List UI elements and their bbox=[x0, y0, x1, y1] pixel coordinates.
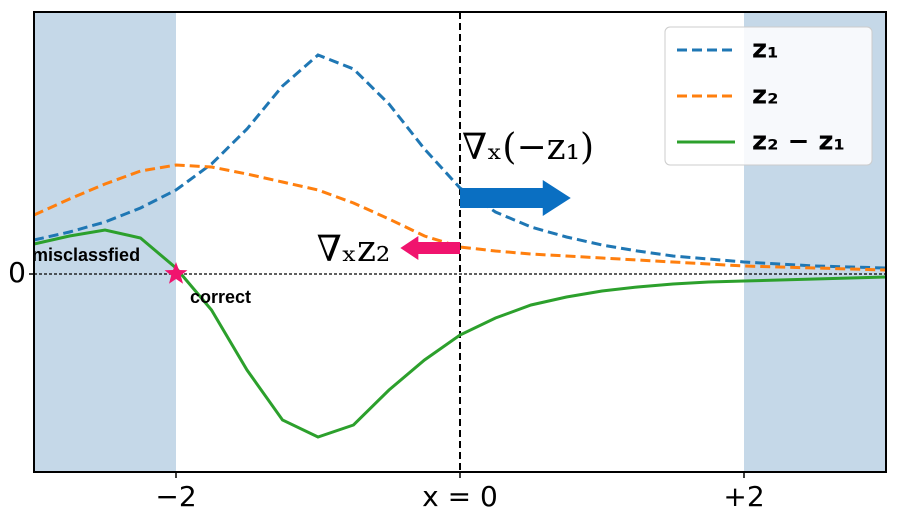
arrow-label: ∇ₓz₂ bbox=[317, 229, 391, 270]
shaded-region bbox=[34, 12, 176, 472]
gradient-arrow bbox=[400, 236, 460, 260]
gradient-arrow bbox=[460, 180, 571, 216]
series-line bbox=[33, 163, 887, 272]
y-tick-label: 0 bbox=[8, 256, 26, 289]
plot-frame bbox=[33, 11, 887, 473]
legend-label: z₂ bbox=[752, 81, 779, 111]
legend: z₁ z₂ z₂ − z₁ bbox=[664, 26, 873, 166]
legend-box bbox=[664, 26, 873, 166]
x-tick-label: −2 bbox=[155, 480, 196, 513]
legend-label: z₂ − z₁ bbox=[752, 127, 845, 157]
point-label: misclassfied bbox=[32, 245, 140, 265]
point-star bbox=[164, 262, 188, 284]
x-tick-label: x = 0 bbox=[422, 480, 498, 513]
x-tick-label: +2 bbox=[723, 480, 764, 513]
arrow-label: ∇ₓ(−z₁) bbox=[462, 127, 594, 168]
legend-label: z₁ bbox=[752, 35, 779, 65]
point-label: correct bbox=[190, 287, 251, 307]
